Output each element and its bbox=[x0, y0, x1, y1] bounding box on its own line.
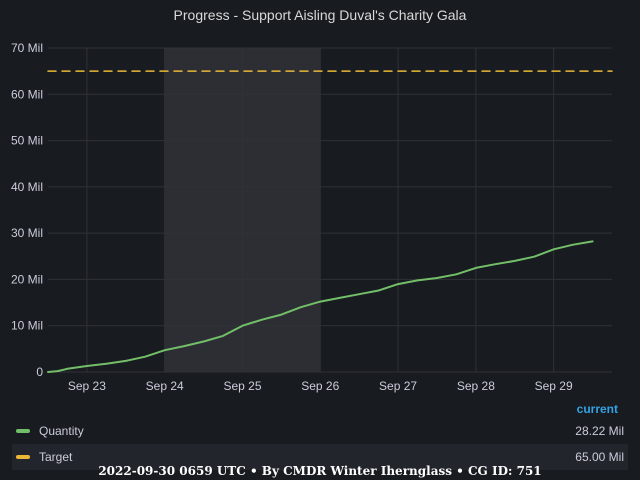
legend-item-value: 65.00 Mil bbox=[575, 450, 624, 464]
legend-item-label: Quantity bbox=[39, 424, 84, 438]
x-tick-label: Sep 27 bbox=[379, 379, 417, 393]
legend-item-label: Target bbox=[39, 450, 73, 464]
series-color-swatch bbox=[16, 429, 30, 433]
legend-item-value: 28.22 Mil bbox=[575, 424, 624, 438]
x-tick-label: Sep 26 bbox=[301, 379, 339, 393]
series-color-swatch bbox=[16, 455, 30, 459]
y-tick-label: 40 Mil bbox=[11, 180, 43, 194]
y-tick-label: 60 Mil bbox=[11, 87, 43, 101]
y-tick-label: 70 Mil bbox=[11, 41, 43, 55]
legend-item-target[interactable]: Target 65.00 Mil bbox=[12, 444, 628, 470]
y-tick-label: 10 Mil bbox=[11, 319, 43, 333]
footer-caption: 2022-09-30 0659 UTC • By CMDR Winter Ihe… bbox=[98, 464, 542, 478]
x-tick-label: Sep 23 bbox=[68, 379, 106, 393]
y-tick-label: 50 Mil bbox=[11, 134, 43, 148]
chart-title: Progress - Support Aisling Duval's Chari… bbox=[173, 7, 467, 23]
y-tick-label: 20 Mil bbox=[11, 272, 43, 286]
legend-column-header[interactable]: current bbox=[576, 402, 618, 416]
x-tick-label: Sep 29 bbox=[535, 379, 573, 393]
legend-item-quantity[interactable]: Quantity 28.22 Mil bbox=[12, 418, 628, 444]
x-tick-label: Sep 24 bbox=[146, 379, 184, 393]
series-line-quantity bbox=[47, 240, 594, 373]
y-tick-label: 30 Mil bbox=[11, 226, 43, 240]
x-tick-label: Sep 25 bbox=[223, 379, 261, 393]
y-tick-label: 0 bbox=[36, 365, 43, 379]
x-tick-label: Sep 28 bbox=[457, 379, 495, 393]
legend: current Quantity 28.22 Mil Target 65.00 … bbox=[12, 400, 628, 470]
line-chart[interactable]: 0 10 Mil 20 Mil 30 Mil 40 Mil 50 Mil 60 Mil 70 … bbox=[0, 0, 640, 400]
